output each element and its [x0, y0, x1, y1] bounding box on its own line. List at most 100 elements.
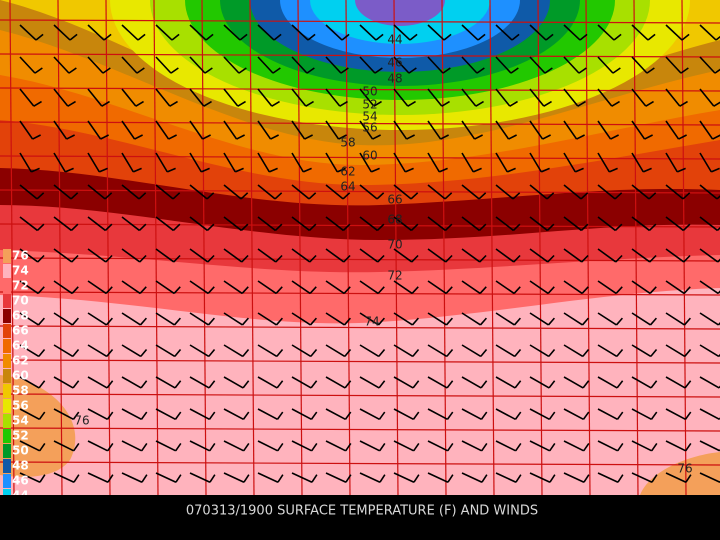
barb-staff [359, 376, 380, 389]
barb-staff [393, 56, 410, 74]
barb-staff [699, 408, 720, 421]
barb-staff [189, 56, 206, 74]
barb-staff [19, 280, 39, 295]
barb-staff [291, 376, 312, 389]
legend-label: 48 [12, 459, 29, 473]
barb-staff [223, 440, 245, 452]
barb-flag [273, 33, 282, 41]
barb-flag [581, 286, 589, 294]
barb-flag [613, 33, 622, 41]
barb-flag [684, 380, 692, 389]
contour-label: 68 [387, 213, 402, 227]
barb-staff [359, 472, 381, 483]
barb-flag [378, 348, 386, 357]
barb-staff [563, 152, 576, 173]
legend-swatch [3, 399, 11, 413]
county-border [0, 189, 720, 194]
barb-flag [30, 167, 40, 173]
barb-staff [461, 472, 483, 483]
barb-staff [325, 344, 346, 358]
barb-flag [72, 411, 80, 420]
barb-flag [309, 317, 317, 326]
barb-staff [597, 248, 617, 263]
barb-flag [377, 286, 385, 294]
barb-flag [515, 474, 522, 483]
barb-flag [377, 254, 385, 263]
barb-staff [461, 312, 481, 326]
barb-staff [121, 120, 136, 140]
barb-flag [716, 195, 720, 200]
barb-staff [155, 472, 177, 483]
barb-staff [699, 88, 715, 107]
barb-staff [461, 24, 479, 41]
barb-flag [509, 100, 518, 107]
barb-flag [206, 192, 215, 200]
barb-staff [461, 408, 482, 421]
barb-staff [699, 440, 720, 452]
barb-staff [189, 216, 208, 232]
barb-flag [610, 134, 619, 140]
barb-staff [121, 440, 143, 452]
barb-flag [547, 317, 555, 326]
legend-swatch [3, 339, 11, 353]
barb-staff [155, 312, 175, 326]
barb-flag [651, 474, 658, 483]
barb-staff [359, 216, 378, 232]
barb-flag [242, 380, 250, 389]
county-border [0, 19, 720, 24]
barb-staff [631, 344, 652, 358]
barb-staff [699, 344, 720, 358]
barb-staff [631, 120, 646, 140]
barb-flag [583, 442, 590, 452]
barb-staff [155, 440, 177, 452]
barb-flag [344, 348, 352, 357]
barb-staff [427, 280, 447, 295]
county-border [201, 0, 207, 496]
barb-staff [495, 440, 517, 452]
barb-staff [529, 56, 546, 74]
county-border [489, 0, 495, 496]
barb-flag [580, 192, 589, 200]
barb-staff [461, 88, 477, 107]
barb-staff [257, 152, 270, 173]
barb-staff [461, 152, 474, 173]
barb-staff [257, 312, 277, 326]
barb-flag [311, 474, 318, 483]
barb-staff [461, 440, 483, 452]
barb-staff [495, 280, 515, 295]
barb-staff [189, 24, 207, 41]
barb-staff [665, 344, 686, 358]
barb-staff [189, 152, 202, 173]
barb-flag [512, 223, 521, 232]
barb-flag [243, 474, 250, 483]
barb-staff [223, 280, 243, 295]
barb-flag [576, 134, 585, 140]
barb-staff [597, 280, 617, 295]
barb-flag [611, 100, 620, 107]
barb-staff [393, 248, 413, 263]
barb-staff [257, 472, 279, 483]
barb-staff [393, 440, 415, 452]
barb-flag [343, 286, 351, 294]
barb-flag [617, 442, 624, 452]
barb-staff [121, 88, 137, 107]
barb-flag [648, 223, 657, 232]
barb-flag [514, 411, 522, 420]
legend-label: 54 [12, 414, 29, 428]
contour-label: 74 [364, 315, 379, 329]
barb-staff [19, 56, 36, 74]
barb-flag [378, 380, 386, 389]
legend-label: 58 [12, 384, 29, 398]
barb-flag [207, 286, 215, 294]
contour-label: 72 [387, 269, 402, 283]
barb-flag [574, 167, 584, 173]
barb-staff [53, 152, 66, 173]
barb-flag [106, 380, 114, 389]
barb-staff [53, 88, 69, 107]
barb-flag [676, 167, 686, 173]
legend-swatch [3, 324, 11, 338]
barb-flag [409, 33, 418, 41]
legend-label: 74 [12, 264, 29, 278]
barb-staff [631, 408, 652, 421]
barb-staff [529, 376, 550, 389]
